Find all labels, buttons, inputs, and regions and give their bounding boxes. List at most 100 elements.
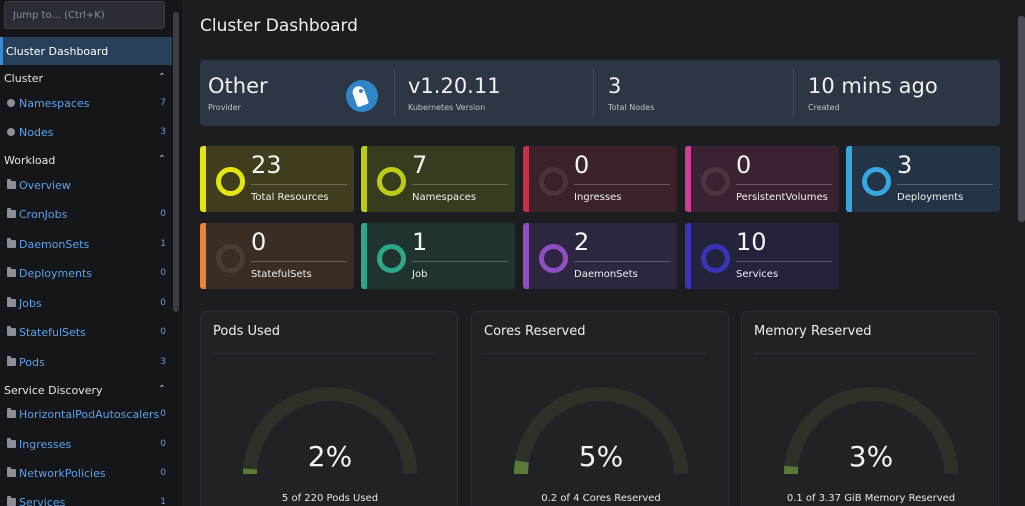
sidebar-item-count: 1 [160, 239, 166, 249]
divider [754, 353, 976, 354]
sidebar-group-workload[interactable]: Workload ⌃ [0, 152, 172, 170]
card-deployments[interactable]: 3 Deployments [846, 146, 1000, 212]
card-accent-bar [361, 146, 367, 212]
card-value: 1 [412, 228, 428, 256]
sidebar-item-count: 3 [160, 357, 166, 367]
card-total-resources[interactable]: 23 Total Resources [200, 146, 354, 212]
info-label: Created [808, 103, 840, 112]
sidebar-item-networkpolicies[interactable]: NetworkPolicies 0 [0, 465, 172, 483]
gauge-fill [514, 460, 529, 475]
namespace-icon [7, 99, 15, 107]
folder-icon [7, 356, 16, 366]
sidebar-item-pods[interactable]: Pods 3 [0, 354, 172, 372]
folder-icon [7, 208, 16, 218]
divider [394, 68, 395, 118]
info-label: Kubernetes Version [408, 103, 486, 112]
sidebar-group-cluster[interactable]: Cluster ⌃ [0, 70, 172, 88]
gauge-arc [514, 387, 688, 475]
card-value: 10 [736, 228, 767, 256]
sidebar-item-label: StatefulSets [19, 326, 86, 339]
folder-icon [7, 179, 16, 189]
divider [251, 261, 347, 262]
sidebar-item-label: Ingresses [19, 438, 72, 451]
gauge-arc [784, 387, 958, 475]
sidebar-item-label: DaemonSets [19, 238, 90, 251]
card-label: Total Resources [251, 192, 329, 203]
sidebar-item-label: Services [19, 496, 66, 506]
sidebar-item-label: Overview [19, 179, 71, 192]
card-label: Ingresses [574, 192, 622, 203]
sidebar-item-hpa[interactable]: HorizontalPodAutoscalers 0 [0, 406, 172, 424]
sidebar-item-nodes[interactable]: Nodes 3 [0, 124, 172, 142]
sidebar: Jump to... (Ctrl+K) Cluster Dashboard Cl… [0, 0, 184, 506]
sidebar-item-count: 3 [160, 127, 166, 137]
info-created: 10 mins ago Created [800, 60, 995, 126]
folder-icon [7, 238, 16, 248]
card-label: Namespaces [412, 192, 477, 203]
gauge-track [514, 387, 688, 475]
jump-to-input[interactable]: Jump to... (Ctrl+K) [4, 1, 165, 29]
sidebar-item-overview[interactable]: Overview [0, 177, 172, 195]
card-value: 23 [251, 151, 282, 179]
sidebar-item-count: 0 [160, 268, 166, 278]
page-title: Cluster Dashboard [200, 16, 358, 36]
divider [484, 353, 706, 354]
sidebar-item-label: Deployments [19, 267, 93, 280]
ring-icon [539, 167, 568, 196]
gauge-title: Memory Reserved [754, 324, 872, 339]
gauge-caption: 0.1 of 3.37 GiB Memory Reserved [786, 493, 956, 504]
info-label: Provider [208, 103, 241, 112]
sidebar-item-namespaces[interactable]: Namespaces 7 [0, 95, 172, 113]
ring-icon [701, 244, 730, 273]
info-kubernetes-version: v1.20.11 Kubernetes Version [400, 60, 590, 126]
chevron-up-icon: ⌃ [157, 72, 166, 83]
folder-icon [7, 326, 16, 336]
gauge-title: Cores Reserved [484, 324, 586, 339]
main-scrollbar[interactable] [1018, 16, 1025, 222]
divider [574, 184, 670, 185]
ring-icon [377, 167, 406, 196]
sidebar-item-cluster-dashboard[interactable]: Cluster Dashboard [0, 37, 172, 65]
sidebar-item-count: 0 [160, 439, 166, 449]
gauge-title: Pods Used [213, 324, 281, 339]
divider [213, 353, 435, 354]
card-label: DaemonSets [574, 269, 638, 280]
chevron-up-icon: ⌃ [157, 154, 166, 165]
card-daemonsets[interactable]: 2 DaemonSets [523, 223, 677, 289]
sidebar-item-jobs[interactable]: Jobs 0 [0, 295, 172, 313]
info-provider: Other Provider [200, 60, 390, 126]
card-job[interactable]: 1 Job [361, 223, 515, 289]
sidebar-item-count: 0 [160, 409, 166, 419]
sidebar-scrollbar[interactable] [173, 12, 179, 312]
sidebar-group-label: Workload [4, 154, 56, 167]
sidebar-item-label: Namespaces [19, 97, 90, 110]
sidebar-group-service-discovery[interactable]: Service Discovery ⌃ [0, 382, 172, 400]
chevron-up-icon: ⌃ [157, 384, 166, 395]
ring-icon [216, 244, 245, 273]
info-value: 10 mins ago [808, 74, 938, 98]
sidebar-item-label: Cluster Dashboard [6, 45, 109, 58]
sidebar-item-label: Nodes [19, 126, 54, 139]
card-persistent-volumes[interactable]: 0 PersistentVolumes [685, 146, 839, 212]
info-total-nodes: 3 Total Nodes [600, 60, 790, 126]
divider [412, 184, 508, 185]
gauge-caption: 0.2 of 4 Cores Reserved [541, 493, 661, 504]
sidebar-item-services[interactable]: Services 1 [0, 494, 172, 506]
card-services[interactable]: 10 Services [685, 223, 839, 289]
divider [736, 184, 832, 185]
sidebar-item-daemonsets[interactable]: DaemonSets 1 [0, 236, 172, 254]
sidebar-item-cronjobs[interactable]: CronJobs 0 [0, 206, 172, 224]
sidebar-item-deployments[interactable]: Deployments 0 [0, 265, 172, 283]
card-accent-bar [685, 223, 691, 289]
card-ingresses[interactable]: 0 Ingresses [523, 146, 677, 212]
gauge-card-pods: Pods Used 2% 5 of 220 Pods Used [200, 311, 458, 506]
folder-icon [7, 467, 16, 477]
card-value: 2 [574, 228, 590, 256]
folder-icon [7, 267, 16, 277]
card-statefulsets[interactable]: 0 StatefulSets [200, 223, 354, 289]
gauge-card-memory: Memory Reserved 3% 0.1 of 3.37 GiB Memor… [741, 311, 999, 506]
card-namespaces[interactable]: 7 Namespaces [361, 146, 515, 212]
sidebar-item-statefulsets[interactable]: StatefulSets 0 [0, 324, 172, 342]
sidebar-item-ingresses[interactable]: Ingresses 0 [0, 436, 172, 454]
divider [897, 184, 993, 185]
